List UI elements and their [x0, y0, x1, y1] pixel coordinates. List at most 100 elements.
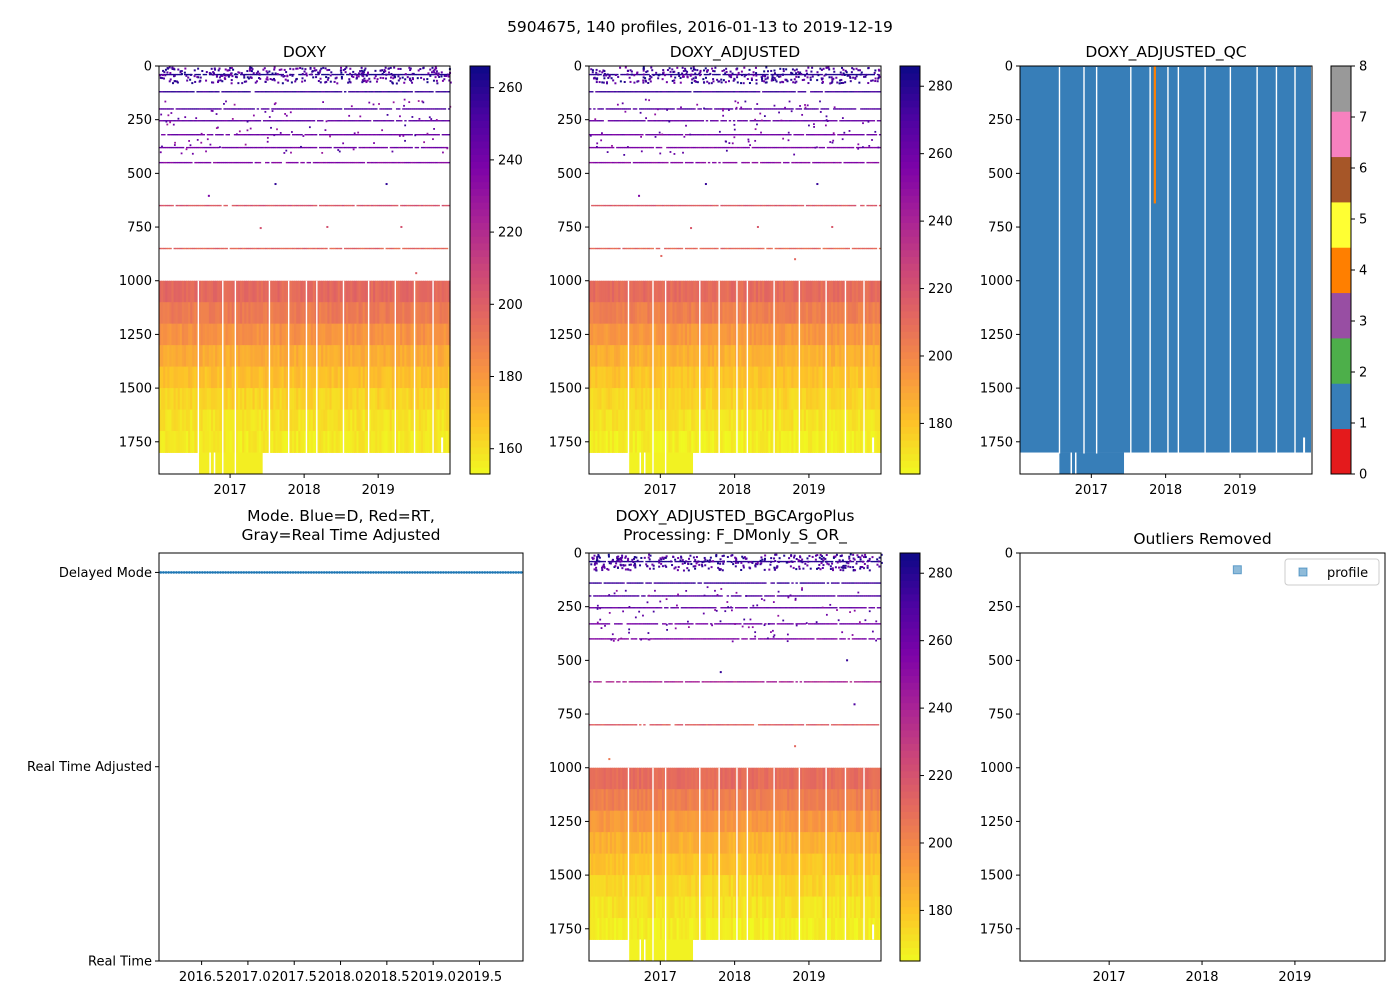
- heatmap-cell: [406, 280, 410, 303]
- heatmap-cell: [427, 345, 430, 368]
- heatmap-line-cell: [362, 91, 366, 93]
- heatmap-cell: [179, 409, 183, 432]
- heatmap-line-cell: [267, 134, 270, 136]
- heatmap-line-cell: [818, 91, 821, 93]
- heatmap-line-cell: [611, 108, 615, 110]
- heatmap-cell: [387, 302, 391, 325]
- heatmap-cell: [591, 388, 594, 410]
- heatmap-line-cell: [687, 146, 690, 149]
- heatmap-line-cell: [221, 120, 224, 122]
- heatmap-cell: [408, 431, 412, 453]
- heatmap-line-cell: [680, 134, 684, 136]
- heatmap-cell: [364, 431, 368, 453]
- heatmap-line-cell: [433, 73, 436, 76]
- heatmap-line-cell: [285, 91, 289, 93]
- heatmap-dot: [404, 73, 407, 76]
- heatmap-dot: [246, 120, 249, 123]
- colorbar-segment: [470, 419, 490, 427]
- heatmap-dot: [189, 78, 192, 81]
- heatmap-cell: [248, 323, 252, 346]
- heatmap-cell: [778, 323, 782, 346]
- heatmap-cell: [373, 409, 376, 432]
- heatmap-dot: [336, 82, 339, 85]
- heatmap-line-cell: [169, 247, 172, 250]
- heatmap-cell: [252, 431, 256, 453]
- heatmap-line-cell: [595, 161, 598, 164]
- heatmap-line-cell: [352, 247, 355, 250]
- heatmap-cell: [872, 280, 876, 303]
- heatmap-line-cell: [689, 204, 692, 207]
- heatmap-cell: [774, 388, 778, 410]
- heatmap-line-cell: [812, 134, 815, 136]
- heatmap-cell: [803, 280, 807, 303]
- heatmap-line-cell: [662, 204, 665, 207]
- heatmap-line-cell: [830, 161, 834, 164]
- heatmap-cell: [808, 323, 811, 346]
- heatmap-cell: [747, 366, 751, 389]
- heatmap-dot: [271, 78, 274, 81]
- heatmap-cell: [789, 366, 792, 389]
- heatmap-cell: [766, 431, 769, 453]
- heatmap-dot: [434, 66, 437, 69]
- heatmap-cell: [240, 431, 243, 453]
- heatmap-line-cell: [244, 108, 247, 110]
- heatmap-line-cell: [304, 204, 307, 207]
- heatmap-line-cell: [837, 91, 840, 93]
- heatmap-line-cell: [425, 161, 428, 164]
- heatmap-line-cell: [190, 108, 193, 110]
- heatmap-line-cell: [188, 120, 191, 122]
- heatmap-dot: [177, 68, 180, 71]
- heatmap-line-cell: [406, 91, 409, 93]
- heatmap-line-cell: [589, 73, 592, 76]
- heatmap-line-cell: [389, 146, 393, 149]
- heatmap-line-cell: [776, 134, 780, 136]
- heatmap-line-cell: [213, 204, 216, 207]
- heatmap-line-cell: [845, 120, 848, 122]
- heatmap-cell: [760, 431, 763, 453]
- heatmap-cell: [793, 388, 797, 410]
- heatmap-cell: [325, 366, 328, 389]
- heatmap-line-cell: [227, 134, 230, 136]
- heatmap-line-cell: [352, 161, 355, 164]
- heatmap-cell: [870, 388, 874, 410]
- heatmap-dot: [220, 74, 223, 77]
- heatmap-line-cell: [435, 134, 438, 136]
- heatmap-line-cell: [843, 91, 846, 93]
- heatmap-line-cell: [714, 204, 717, 207]
- heatmap-line-cell: [709, 91, 713, 93]
- heatmap-line-cell: [772, 161, 775, 164]
- heatmap-cell: [874, 280, 878, 303]
- heatmap-cell: [666, 302, 669, 325]
- heatmap-line-cell: [858, 120, 861, 122]
- heatmap-cell: [371, 388, 374, 410]
- heatmap-line-cell: [244, 247, 247, 250]
- heatmap-line-cell: [177, 120, 181, 122]
- heatmap-cell: [762, 388, 765, 410]
- heatmap-cell: [620, 323, 623, 346]
- heatmap-line-cell: [190, 146, 193, 149]
- heatmap-line-cell: [607, 91, 611, 93]
- heatmap-cell: [695, 323, 699, 346]
- heatmap-line-cell: [766, 73, 769, 76]
- heatmap-cell: [874, 388, 878, 410]
- heatmap-cell: [225, 431, 229, 453]
- heatmap-line-cell: [835, 108, 838, 110]
- heatmap-line-cell: [743, 161, 746, 164]
- heatmap-dot: [266, 71, 269, 74]
- heatmap-cell: [159, 302, 162, 325]
- heatmap-line-cell: [171, 91, 174, 93]
- heatmap-cell: [333, 409, 337, 432]
- heatmap-cell: [159, 409, 162, 432]
- heatmap-line-cell: [603, 204, 606, 207]
- heatmap-line-cell: [404, 161, 407, 164]
- heatmap-cell: [639, 323, 642, 346]
- colorbar-segment: [470, 161, 490, 169]
- heatmap-cell: [231, 323, 235, 346]
- heatmap-line-cell: [607, 120, 611, 122]
- heatmap-line-cell: [872, 91, 876, 93]
- heatmap-dot: [431, 71, 434, 74]
- heatmap-line-cell: [599, 134, 602, 136]
- heatmap-cell: [321, 280, 324, 303]
- heatmap-cell: [601, 280, 605, 303]
